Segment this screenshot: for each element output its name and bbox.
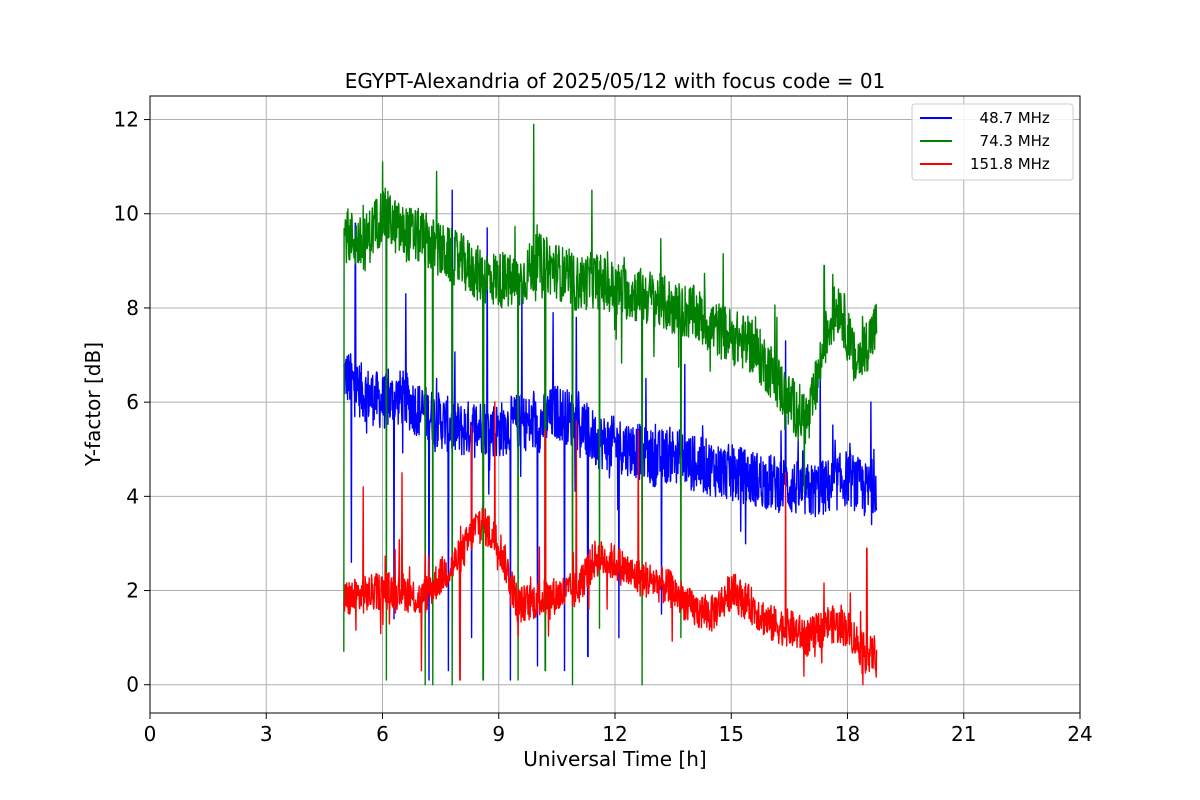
- x-tick-label: 6: [376, 722, 389, 746]
- series-line-2: [343, 123, 878, 686]
- series-group: [343, 123, 878, 686]
- x-axis-label: Universal Time [h]: [523, 747, 706, 771]
- legend: 48.7 MHz 74.3 MHz 151.8 MHz: [911, 103, 1074, 181]
- y-tick-label: 12: [114, 108, 139, 132]
- x-tick-label: 0: [144, 722, 157, 746]
- y-tick-label: 10: [114, 202, 139, 226]
- legend-label: 48.7 MHz: [970, 109, 1050, 127]
- grid-lines: [149, 96, 1081, 713]
- x-tick-label: 15: [719, 722, 744, 746]
- x-tick-label: 24: [1067, 722, 1092, 746]
- x-tick-label: 21: [951, 722, 976, 746]
- x-tick-label: 12: [602, 722, 627, 746]
- y-axis-ticks: 0 2 4 6 8 10 12: [114, 108, 150, 697]
- x-axis-ticks: 0 3 6 9 12 15 18 21 24: [144, 713, 1093, 746]
- y-tick-label: 4: [126, 484, 139, 508]
- y-tick-label: 0: [126, 673, 139, 697]
- y-tick-label: 2: [126, 579, 139, 603]
- y-tick-label: 8: [126, 296, 139, 320]
- chart-title: EGYPT-Alexandria of 2025/05/12 with focu…: [345, 69, 886, 93]
- series-line-3: [343, 401, 878, 686]
- legend-box: [911, 103, 1074, 181]
- x-tick-label: 9: [492, 722, 505, 746]
- legend-label: 74.3 MHz: [970, 132, 1050, 150]
- y-axis-label: Y-factor [dB]: [81, 342, 105, 467]
- legend-label: 151.8 MHz: [970, 155, 1050, 173]
- x-tick-label: 18: [835, 722, 860, 746]
- y-tick-label: 6: [126, 390, 139, 414]
- x-tick-label: 3: [260, 722, 273, 746]
